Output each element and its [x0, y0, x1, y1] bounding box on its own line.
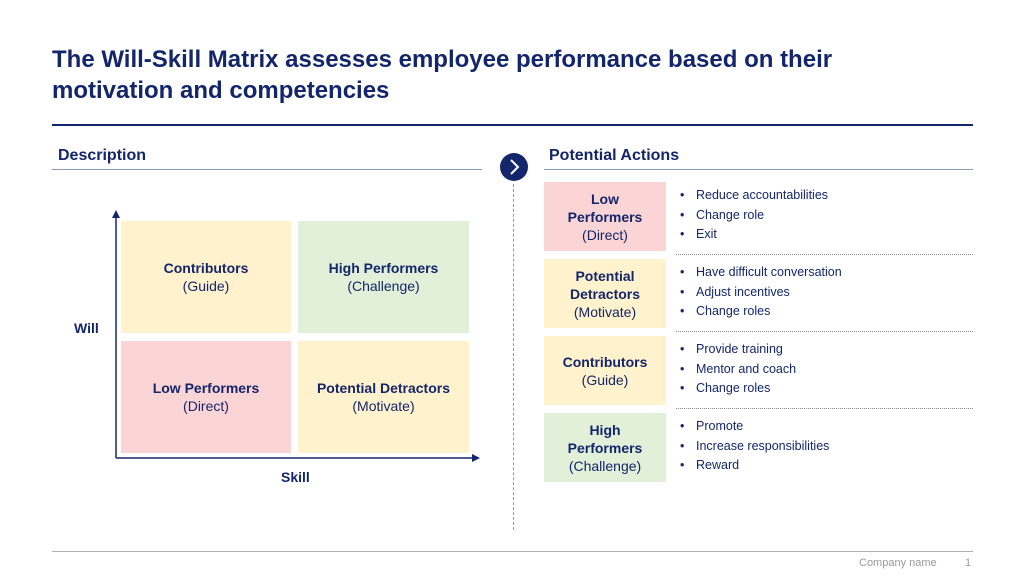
row-divider [676, 331, 973, 332]
action-category: Low Performers (Direct) [544, 182, 666, 251]
company-name: Company name [859, 557, 937, 569]
action-category-role: (Direct) [582, 226, 628, 243]
row-divider [676, 254, 973, 255]
action-category-name: Contributors [562, 353, 648, 370]
list-item: Change roles [676, 379, 796, 399]
description-divider [52, 169, 482, 170]
list-item: Promote [676, 417, 829, 437]
action-category: High Performers (Challenge) [544, 413, 666, 482]
section-separator [513, 184, 514, 530]
quadrant-role: (Motivate) [352, 398, 415, 414]
action-list: Provide training Mentor and coach Change… [676, 340, 796, 399]
list-item: Reduce accountabilities [676, 186, 828, 206]
action-category-role: (Guide) [581, 371, 629, 388]
action-list: Have difficult conversation Adjust incen… [676, 263, 842, 322]
list-item: Reward [676, 456, 829, 476]
quadrant-name: Potential Detractors [316, 380, 451, 396]
list-item: Have difficult conversation [676, 263, 842, 283]
title-divider [52, 124, 973, 126]
page-number: 1 [965, 557, 972, 569]
actions-heading: Potential Actions [549, 147, 680, 164]
chevron-right-icon [500, 153, 528, 181]
list-item: Provide training [676, 340, 796, 360]
x-axis-label: Skill [281, 469, 310, 485]
page-title: The Will-Skill Matrix assesses employee … [52, 46, 833, 104]
list-item: Exit [676, 225, 828, 245]
quadrant-role: (Challenge) [347, 278, 420, 294]
list-item: Adjust incentives [676, 283, 842, 303]
quadrant-name: Contributors [163, 260, 249, 276]
action-list: Reduce accountabilities Change role Exit [676, 186, 828, 245]
quadrant-low-performers: Low Performers (Direct) [121, 341, 291, 453]
action-category-name: Low Performers [567, 190, 643, 225]
y-axis-label: Will [74, 320, 99, 336]
action-category-name: High Performers [567, 421, 643, 456]
quadrant-potential-detractors: Potential Detractors (Motivate) [298, 341, 469, 453]
action-category: Contributors (Guide) [544, 336, 666, 405]
action-list: Promote Increase responsibilities Reward [676, 417, 829, 476]
list-item: Mentor and coach [676, 360, 796, 380]
quadrant-name: High Performers [328, 260, 439, 276]
quadrant-name: Low Performers [152, 380, 260, 396]
action-category-role: (Motivate) [573, 303, 637, 320]
action-category-name: Potential Detractors [569, 267, 641, 302]
matrix-axes [112, 210, 480, 462]
row-divider [676, 408, 973, 409]
actions-divider [544, 169, 973, 170]
description-heading: Description [58, 147, 147, 164]
quadrant-role: (Guide) [182, 278, 230, 294]
quadrant-role: (Direct) [183, 398, 229, 414]
list-item: Change roles [676, 302, 842, 322]
list-item: Increase responsibilities [676, 437, 829, 457]
quadrant-contributors: Contributors (Guide) [121, 221, 291, 333]
footer-divider [52, 551, 973, 552]
action-category-role: (Challenge) [568, 457, 642, 474]
list-item: Change role [676, 206, 828, 226]
quadrant-high-performers: High Performers (Challenge) [298, 221, 469, 333]
action-category: Potential Detractors (Motivate) [544, 259, 666, 328]
